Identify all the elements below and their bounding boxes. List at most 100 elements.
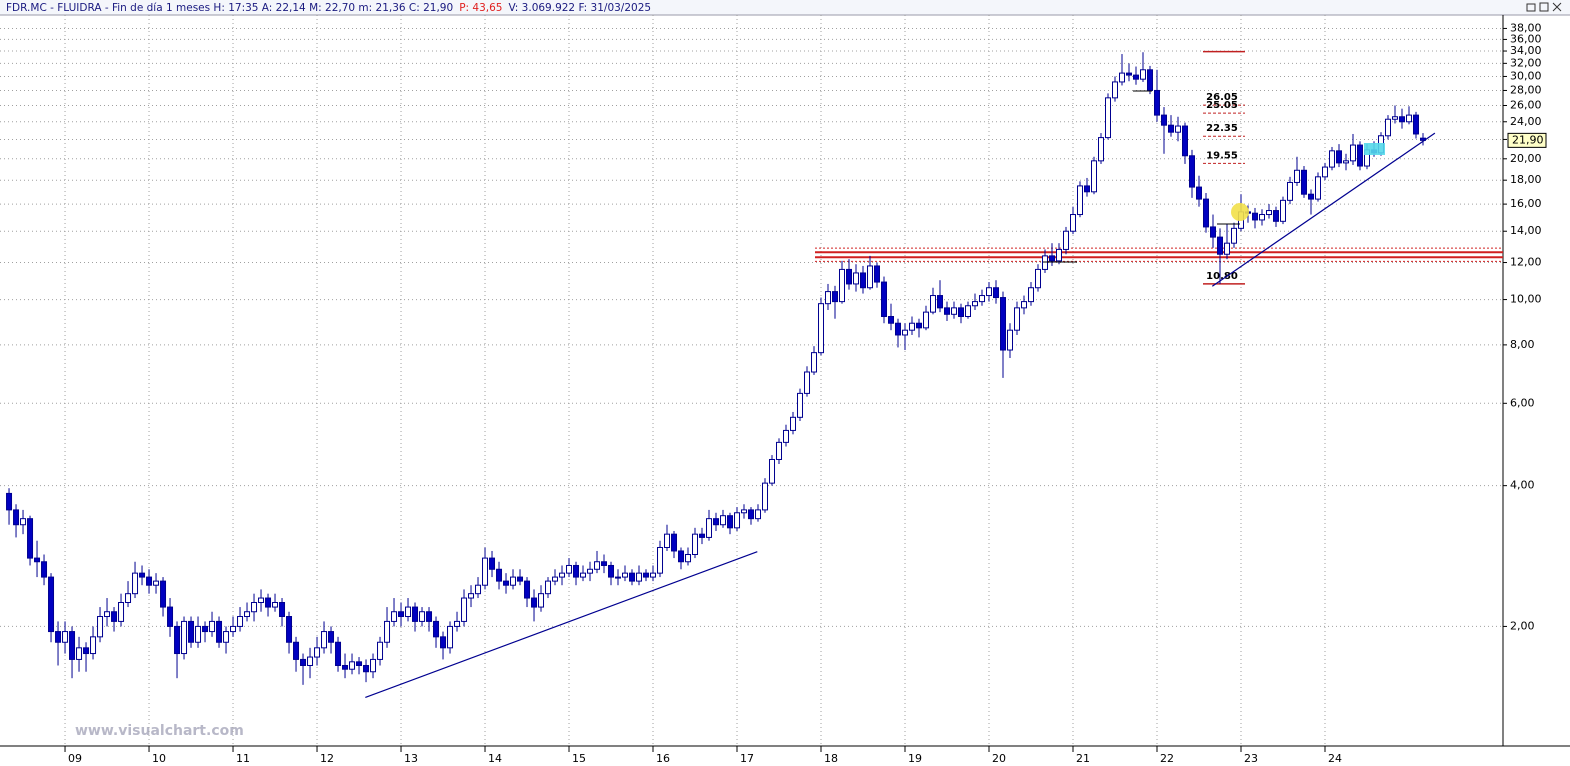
candle-body xyxy=(559,572,566,578)
candle-body xyxy=(293,641,300,660)
candle-body xyxy=(720,515,727,526)
candle-body xyxy=(377,641,384,660)
candle-body xyxy=(209,620,216,633)
candle-body xyxy=(972,301,979,307)
candle-body xyxy=(356,661,363,666)
candle-body xyxy=(1160,114,1167,126)
candle-body xyxy=(860,272,867,289)
candle-body xyxy=(1188,155,1195,188)
candle-body xyxy=(888,315,895,324)
candle-body xyxy=(349,661,356,670)
candle-body xyxy=(552,576,559,582)
candle-body xyxy=(776,441,783,460)
candle-body xyxy=(1216,236,1223,255)
candle-body xyxy=(965,305,972,317)
candle-body xyxy=(132,572,139,595)
y-tick-label: 26,00 xyxy=(1510,99,1542,112)
candle-body xyxy=(13,509,20,526)
x-tick-label: 15 xyxy=(572,752,586,765)
candle-body xyxy=(27,518,34,559)
header-info: FDR.MC - FLUIDRA - Fin de día 1 meses H:… xyxy=(6,2,453,14)
candle-body xyxy=(1007,329,1014,351)
candle-body xyxy=(790,416,797,431)
candle-body xyxy=(1391,116,1398,120)
candle-body xyxy=(825,291,832,305)
candle-body xyxy=(370,658,377,673)
candle-body xyxy=(433,620,440,638)
x-tick-label: 19 xyxy=(908,752,922,765)
candle-body xyxy=(55,631,62,643)
candle-body xyxy=(930,295,937,313)
candle-body xyxy=(832,291,839,303)
x-tick-label: 11 xyxy=(236,752,250,765)
candle-body xyxy=(482,557,489,586)
last-price-box xyxy=(1507,132,1547,148)
candle-body xyxy=(510,576,517,586)
candle-body xyxy=(1279,199,1286,222)
candle-body xyxy=(76,647,83,660)
candle-body xyxy=(1356,144,1363,167)
minimize-button[interactable] xyxy=(1526,3,1536,12)
candle-body xyxy=(258,597,265,604)
candle-body xyxy=(1412,114,1419,135)
candle-body xyxy=(524,580,531,599)
candle-body xyxy=(1202,198,1209,228)
candles xyxy=(6,52,1426,685)
candle-body xyxy=(391,611,398,622)
candle-body xyxy=(1258,214,1265,221)
window-buttons[interactable] xyxy=(1526,2,1562,12)
candle-body xyxy=(685,553,692,563)
candle-body xyxy=(503,580,510,586)
candle-body xyxy=(538,593,545,608)
y-tick-label: 8,00 xyxy=(1510,338,1535,351)
candle-body xyxy=(636,572,643,582)
candle-body xyxy=(1132,74,1139,80)
candle-body xyxy=(664,533,671,548)
header-volume-date: V: 3.069.922 F: 31/03/2025 xyxy=(508,2,651,14)
candle-body xyxy=(1328,150,1335,168)
y-tick-label: 10,00 xyxy=(1510,293,1542,306)
candle-body xyxy=(594,561,601,570)
candle-body xyxy=(1098,137,1105,162)
candle-body xyxy=(321,631,328,649)
candle-body xyxy=(706,518,713,538)
candle-body xyxy=(90,636,97,655)
candle-body xyxy=(1119,72,1126,83)
candle-body xyxy=(202,625,209,633)
y-tick-label: 18,00 xyxy=(1510,173,1542,186)
candle-body xyxy=(398,611,405,618)
candle-body xyxy=(909,322,916,331)
candle-body xyxy=(1167,124,1174,133)
y-tick-label: 34,00 xyxy=(1510,44,1542,57)
candle-body xyxy=(895,322,902,336)
candle-body xyxy=(1063,230,1070,250)
candle-body xyxy=(1153,89,1160,116)
maximize-button[interactable] xyxy=(1539,2,1549,12)
candle-body xyxy=(223,631,230,643)
candle-body xyxy=(986,287,993,297)
candle-body xyxy=(678,550,685,563)
candle-body xyxy=(97,616,104,638)
candle-body xyxy=(853,272,860,285)
candle-body xyxy=(188,620,195,643)
candle-body xyxy=(1419,137,1426,141)
header-p: P: 43,65 xyxy=(459,2,502,14)
last-price-label: 21,90 xyxy=(1512,133,1544,146)
candle-body xyxy=(104,611,111,618)
candle-body xyxy=(818,303,825,354)
candle-body xyxy=(734,512,741,529)
candle-body xyxy=(1335,150,1342,164)
close-button[interactable] xyxy=(1552,2,1562,12)
candle-body xyxy=(615,576,622,579)
y-tick-label: 4,00 xyxy=(1510,479,1535,492)
candle-body xyxy=(328,631,335,643)
candle-body xyxy=(1091,160,1098,193)
candle-body xyxy=(587,568,594,574)
candle-body xyxy=(342,664,349,670)
candle-body xyxy=(1174,125,1181,133)
candle-body xyxy=(69,631,76,660)
x-tick-label: 17 xyxy=(740,752,754,765)
level-label: 22.35 xyxy=(1206,123,1238,134)
